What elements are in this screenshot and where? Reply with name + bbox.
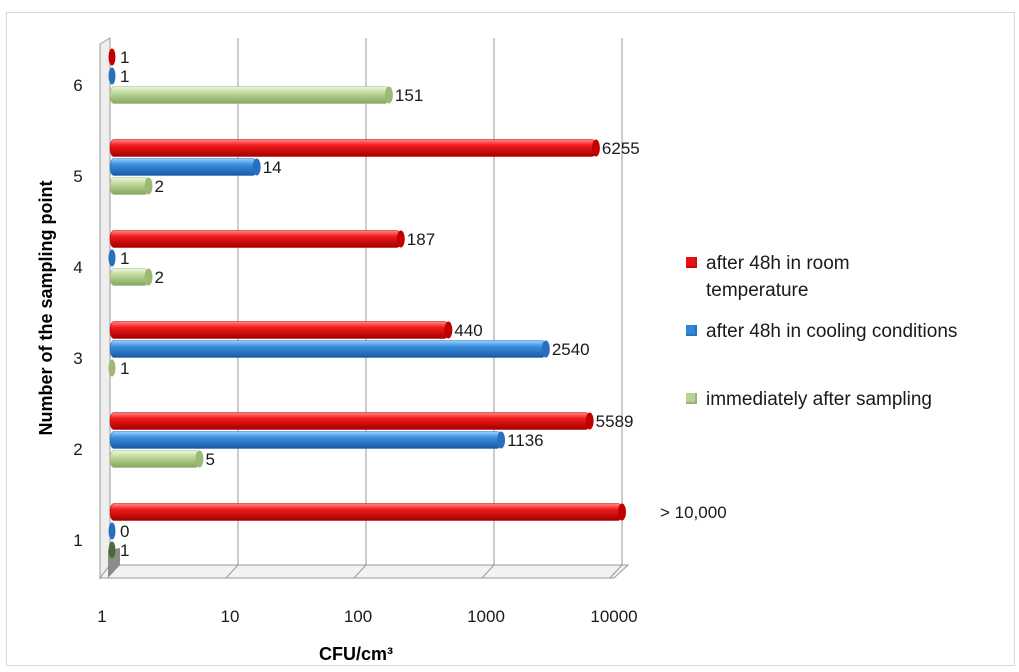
legend-item-room-temperature: after 48h in room temperature: [686, 250, 896, 304]
bar: [109, 431, 502, 449]
data-label: 14: [263, 158, 282, 177]
bar-end-cap: [252, 158, 261, 176]
legend-label: after 48h in cooling conditions: [706, 321, 958, 342]
x-gridline-floor: [481, 564, 495, 579]
legend-swatch-red: [686, 257, 697, 268]
data-label: 1: [120, 67, 129, 86]
bar: [108, 67, 116, 85]
bar: [109, 268, 149, 286]
x-tick-label: 100: [344, 607, 372, 626]
bar: [109, 450, 200, 468]
legend-item-immediately: immediately after sampling: [686, 386, 932, 413]
data-label: 6255: [602, 139, 640, 158]
data-label: 151: [395, 86, 423, 105]
bar: [108, 359, 116, 377]
y-tick-label: 1: [73, 531, 82, 550]
bar: [108, 48, 116, 66]
bar: [109, 139, 597, 157]
legend-swatch-blue: [686, 325, 697, 336]
data-label: 2: [155, 268, 164, 287]
y-axis-title: Number of the sampling point: [36, 180, 56, 435]
bar: [109, 340, 547, 358]
bar-end-cap: [541, 340, 550, 358]
bar-end-cap: [585, 412, 594, 430]
x-gridline-floor: [225, 564, 239, 579]
bar-end-cap: [195, 450, 204, 468]
data-label: 2: [155, 177, 164, 196]
data-label: 1136: [507, 431, 544, 450]
data-label: 1: [120, 541, 129, 560]
plot-left-wall: [99, 37, 111, 580]
data-label: 1: [120, 48, 129, 67]
legend-swatch-green: [686, 393, 697, 404]
bar-end-cap: [144, 268, 153, 286]
data-label: 1: [120, 359, 129, 378]
bar-end-cap: [444, 321, 453, 339]
x-gridline-floor: [609, 564, 623, 579]
data-label: 0: [120, 522, 129, 541]
data-label: 440: [454, 321, 482, 340]
x-axis-title: CFU/cm³: [319, 644, 393, 664]
legend-label: immediately after sampling: [706, 389, 932, 410]
y-tick-label: 5: [73, 167, 82, 186]
bar: [109, 230, 402, 248]
data-label: 187: [407, 230, 435, 249]
legend-item-cooling: after 48h in cooling conditions: [686, 318, 957, 345]
bar: [109, 86, 390, 104]
bar-end-cap: [497, 431, 506, 449]
bar-end-cap: [618, 503, 626, 521]
x-tick-label: 10000: [590, 607, 637, 626]
y-tick-label: 4: [73, 258, 82, 277]
x-tick-label: 10: [221, 607, 240, 626]
bar-end-cap: [384, 86, 393, 104]
bar: [109, 321, 449, 339]
x-tick-label: 1000: [467, 607, 505, 626]
bar: [108, 522, 116, 540]
bar: [109, 412, 590, 430]
y-tick-label: 6: [73, 76, 82, 95]
bar-end-cap: [591, 139, 600, 157]
legend-label: after 48h in room temperature: [706, 253, 850, 301]
bar: [109, 158, 258, 176]
bar: [108, 541, 116, 559]
bar: [109, 503, 623, 521]
bar: [109, 177, 149, 195]
y-tick-label: 2: [73, 440, 82, 459]
data-label: 5589: [596, 412, 634, 431]
bar: [108, 249, 116, 267]
data-label: > 10,000: [660, 503, 727, 522]
y-tick-label: 3: [73, 349, 82, 368]
x-tick-label: 1: [97, 607, 106, 626]
data-label: 1: [120, 249, 129, 268]
bar-end-cap: [144, 177, 153, 195]
x-gridline-floor: [353, 564, 367, 579]
data-label: 2540: [552, 340, 590, 359]
data-label: 5: [205, 450, 214, 469]
bar-end-cap: [396, 230, 405, 248]
plot-back-wall: [110, 38, 628, 565]
plot-floor: [98, 564, 630, 579]
